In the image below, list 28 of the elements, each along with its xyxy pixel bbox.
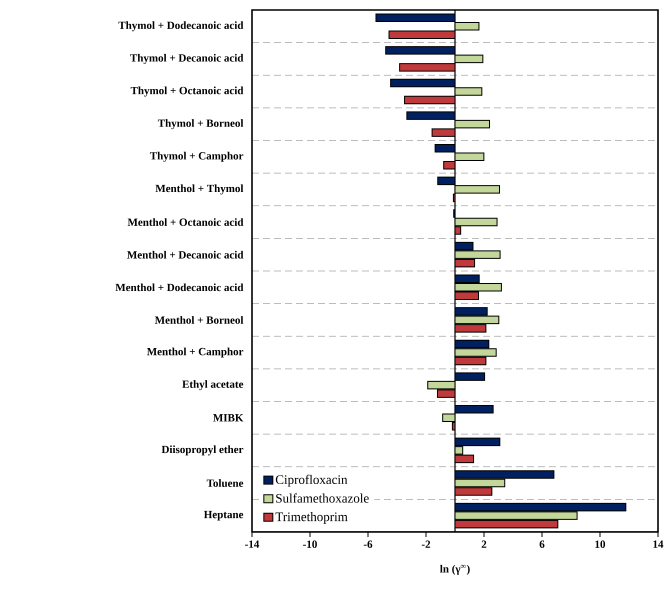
y-tick-label: MIBK bbox=[213, 414, 244, 422]
y-tick-label: Thymol + Decanoic acid bbox=[130, 54, 244, 64]
y-tick-label: Menthol + Borneol bbox=[154, 316, 244, 324]
y-tick-label: Thymol + Dodecanoic acid bbox=[118, 21, 244, 32]
x-tick-label: 14 bbox=[653, 540, 664, 548]
y-tick-label: Menthol + Octanoic acid bbox=[128, 218, 244, 226]
y-tick-label: Menthol + Thymol bbox=[155, 184, 244, 194]
x-tick-label: -6 bbox=[364, 540, 372, 548]
x-tick-label: 10 bbox=[595, 540, 606, 548]
y-tick-label: Toluene bbox=[206, 479, 244, 487]
y-tick-label: Ethyl acetate bbox=[182, 380, 244, 390]
y-tick-label: Menthol + Camphor bbox=[146, 348, 244, 358]
y-tick-label: Thymol + Borneol bbox=[158, 119, 244, 130]
x-tick-label: -2 bbox=[422, 540, 430, 548]
y-tick-label: Heptane bbox=[204, 510, 244, 520]
y-tick-label: Menthol + Dodecanoic acid bbox=[115, 283, 244, 292]
y-tick-label: Menthol + Decanoic acid bbox=[127, 250, 244, 259]
x-tick-label: -10 bbox=[303, 540, 317, 548]
x-tick-label: 6 bbox=[540, 540, 544, 548]
x-tick-label: -14 bbox=[245, 540, 260, 548]
legend-label: Sulfamethoxazole bbox=[276, 493, 369, 503]
legend-label: Trimethoprim bbox=[276, 512, 348, 524]
x-axis-title: ln (γ$^{∞}$) bbox=[440, 564, 470, 575]
x-tick-label: 2 bbox=[482, 540, 486, 548]
y-tick-label: Thymol + Camphor bbox=[150, 152, 244, 162]
legend-label: Ciprofloxacin bbox=[276, 474, 348, 487]
y-tick-label: Thymol + Octanoic acid bbox=[130, 86, 244, 97]
y-tick-label: Diisopropyl ether bbox=[162, 445, 244, 456]
